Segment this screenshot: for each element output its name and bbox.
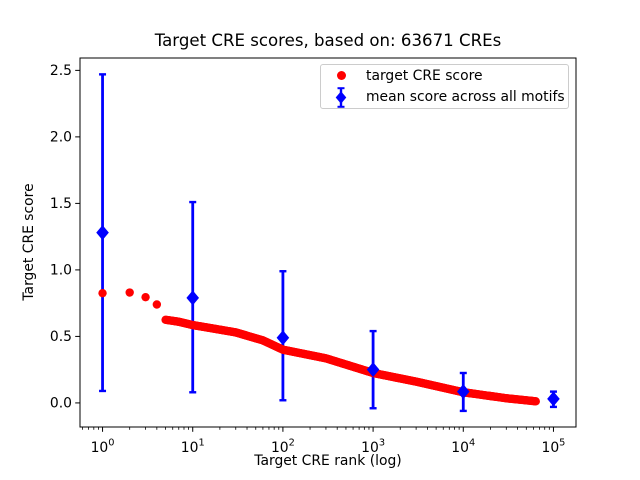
target-score-point [152, 300, 162, 309]
y-tick-label: 1.0 [50, 263, 72, 279]
chart-title: Target CRE scores, based on: 63671 CREs [154, 31, 502, 50]
blue-diamond-errorbar-marker-icon [335, 86, 347, 108]
x-axis-label: Target CRE rank (log) [254, 453, 402, 469]
y-tick-label: 2.5 [50, 63, 72, 79]
target-score-point [125, 288, 134, 297]
legend-item-mean-score: mean score across all motifs [321, 86, 568, 109]
red-circle-marker-icon [336, 71, 346, 81]
mean-score-diamond [456, 384, 470, 400]
mean-score-diamond [366, 362, 380, 378]
y-tick-label: 0.5 [50, 329, 72, 345]
y-tick-label: 2.0 [50, 130, 72, 146]
y-tick-label: 1.5 [50, 196, 72, 212]
plot-frame [79, 57, 577, 428]
mean-score-diamond [547, 391, 560, 407]
target-score-series [98, 288, 540, 406]
y-tick-label: 0.0 [50, 396, 72, 412]
mean-score-diamond [96, 225, 109, 241]
legend-label-target-cre-score: target CRE score [366, 67, 483, 84]
legend-marker-col [321, 71, 361, 81]
legend-label-mean-score: mean score across all motifs [366, 89, 565, 106]
legend-item-target-cre-score: target CRE score [321, 65, 568, 87]
target-score-point [531, 397, 540, 406]
target-score-point [98, 288, 107, 298]
legend: target CRE score mean score across all m… [320, 64, 569, 109]
legend-marker-col [321, 86, 361, 108]
target-score-point [141, 292, 150, 302]
mean-score-diamond [276, 330, 290, 346]
mean-score-markers [96, 225, 560, 407]
mean-score-diamond [186, 290, 200, 306]
